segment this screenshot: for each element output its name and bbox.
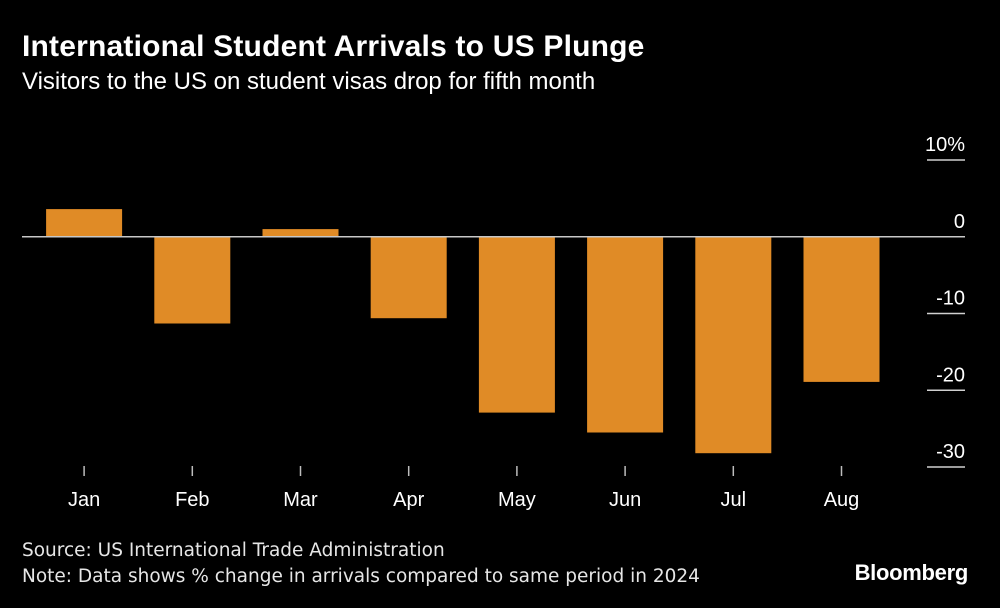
y-tick-label-0: 0 — [954, 211, 965, 233]
bar-apr — [370, 236, 447, 319]
bar-jan — [46, 209, 123, 237]
y-tick-label-neg20: -20 — [936, 364, 965, 386]
data-note: Note: Data shows % change in arrivals co… — [22, 566, 700, 587]
bloomberg-logo: Bloomberg — [854, 560, 969, 585]
x-tick-label-mar: Mar — [283, 489, 318, 511]
x-tick-label-apr: Apr — [393, 489, 424, 511]
bar-feb — [154, 236, 231, 324]
x-tick-label-may: May — [498, 489, 536, 511]
bar-jul — [695, 236, 772, 454]
source-note: Source: US International Trade Administr… — [22, 540, 445, 561]
bar-aug — [803, 236, 880, 382]
x-tick-label-jul: Jul — [721, 489, 747, 511]
y-tick-label-neg30: -30 — [936, 441, 965, 463]
y-tick-label-neg10: -10 — [936, 288, 965, 310]
bar-may — [478, 236, 555, 413]
bar-mar — [262, 229, 339, 237]
chart-title: International Student Arrivals to US Plu… — [22, 30, 645, 63]
chart-subtitle: Visitors to the US on student visas drop… — [22, 68, 596, 95]
x-tick-label-jun: Jun — [609, 489, 641, 511]
bar-jun — [587, 236, 664, 433]
y-tick-label-10: 10% — [925, 134, 965, 156]
x-tick-label-feb: Feb — [175, 489, 209, 511]
x-tick-label-aug: Aug — [824, 489, 860, 511]
x-tick-label-jan: Jan — [68, 489, 100, 511]
